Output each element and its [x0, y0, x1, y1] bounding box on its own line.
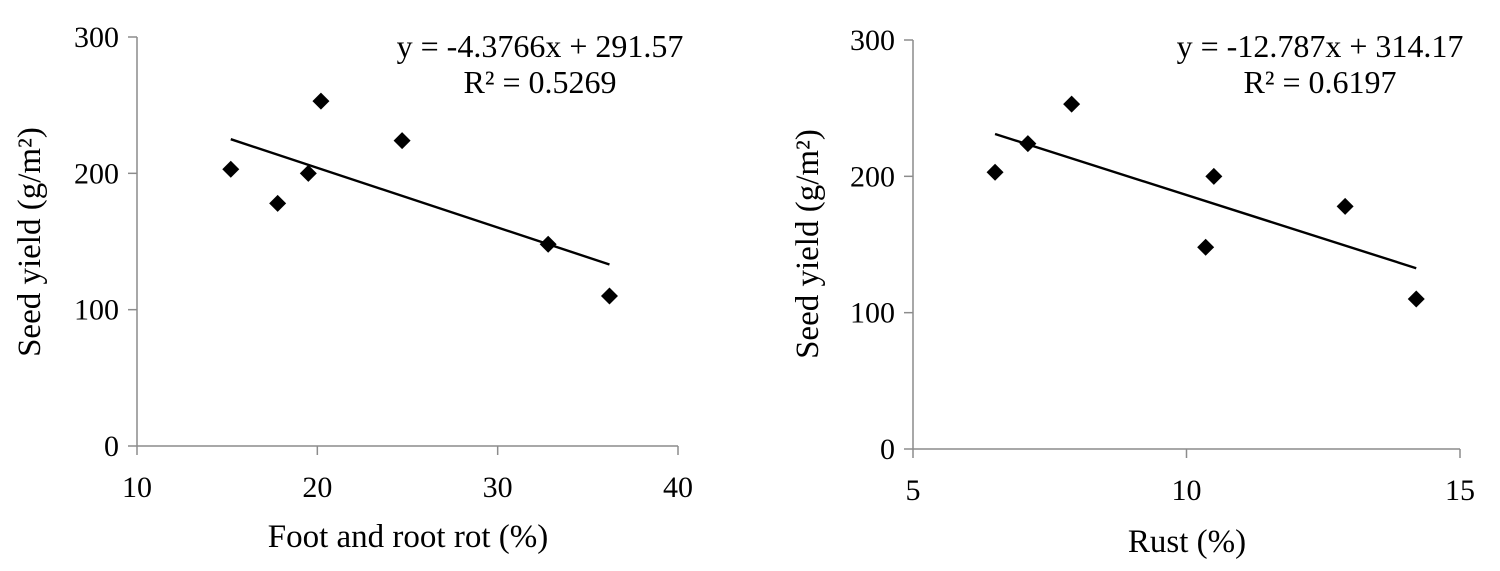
y-tick-label: 200 — [850, 160, 895, 193]
trendline-equation: y = -12.787x + 314.17 — [1177, 28, 1464, 64]
data-point — [1336, 197, 1354, 215]
x-tick-label: 20 — [302, 471, 332, 504]
data-point — [393, 132, 411, 150]
chart-rust: y = -12.787x + 314.17 R² = 0.6197 Rust (… — [790, 24, 1475, 560]
y-tick-label: 200 — [74, 157, 119, 190]
data-point — [539, 235, 557, 253]
x-axis-label: Foot and root rot (%) — [268, 519, 548, 555]
y-tick-label: 100 — [74, 294, 119, 327]
trendline-equation: y = -4.3766x + 291.57 — [397, 28, 684, 64]
x-tick-label: 30 — [483, 471, 513, 504]
data-point — [312, 92, 330, 110]
data-point — [299, 164, 317, 182]
x-tick-label: 40 — [663, 471, 693, 504]
data-point — [222, 160, 240, 178]
data-point — [269, 194, 287, 212]
r-squared-label: R² = 0.5269 — [464, 64, 617, 100]
trendline — [994, 132, 1417, 270]
x-axis-label: Rust (%) — [1128, 524, 1246, 560]
x-tick-label: 10 — [1172, 474, 1202, 507]
x-tick-label: 5 — [906, 474, 921, 507]
x-tick-label: 15 — [1445, 474, 1475, 507]
data-point — [1063, 95, 1081, 113]
data-point — [600, 287, 618, 305]
x-tick-label: 10 — [122, 471, 152, 504]
data-point — [986, 163, 1004, 181]
y-tick-label: 0 — [880, 433, 895, 466]
data-point — [1197, 238, 1215, 256]
data-point — [1019, 135, 1037, 153]
y-tick-label: 100 — [850, 297, 895, 330]
y-axis-label: Seed yield (g/m²) — [12, 127, 48, 357]
y-axis-label: Seed yield (g/m²) — [790, 129, 826, 359]
chart-foot-root-rot: y = -4.3766x + 291.57 R² = 0.5269 Foot a… — [12, 21, 693, 555]
y-tick-label: 300 — [74, 21, 119, 54]
y-tick-label: 0 — [104, 430, 119, 463]
data-point — [1205, 167, 1223, 185]
data-point — [1407, 290, 1425, 308]
r-squared-label: R² = 0.6197 — [1244, 64, 1397, 100]
y-tick-label: 300 — [850, 24, 895, 57]
